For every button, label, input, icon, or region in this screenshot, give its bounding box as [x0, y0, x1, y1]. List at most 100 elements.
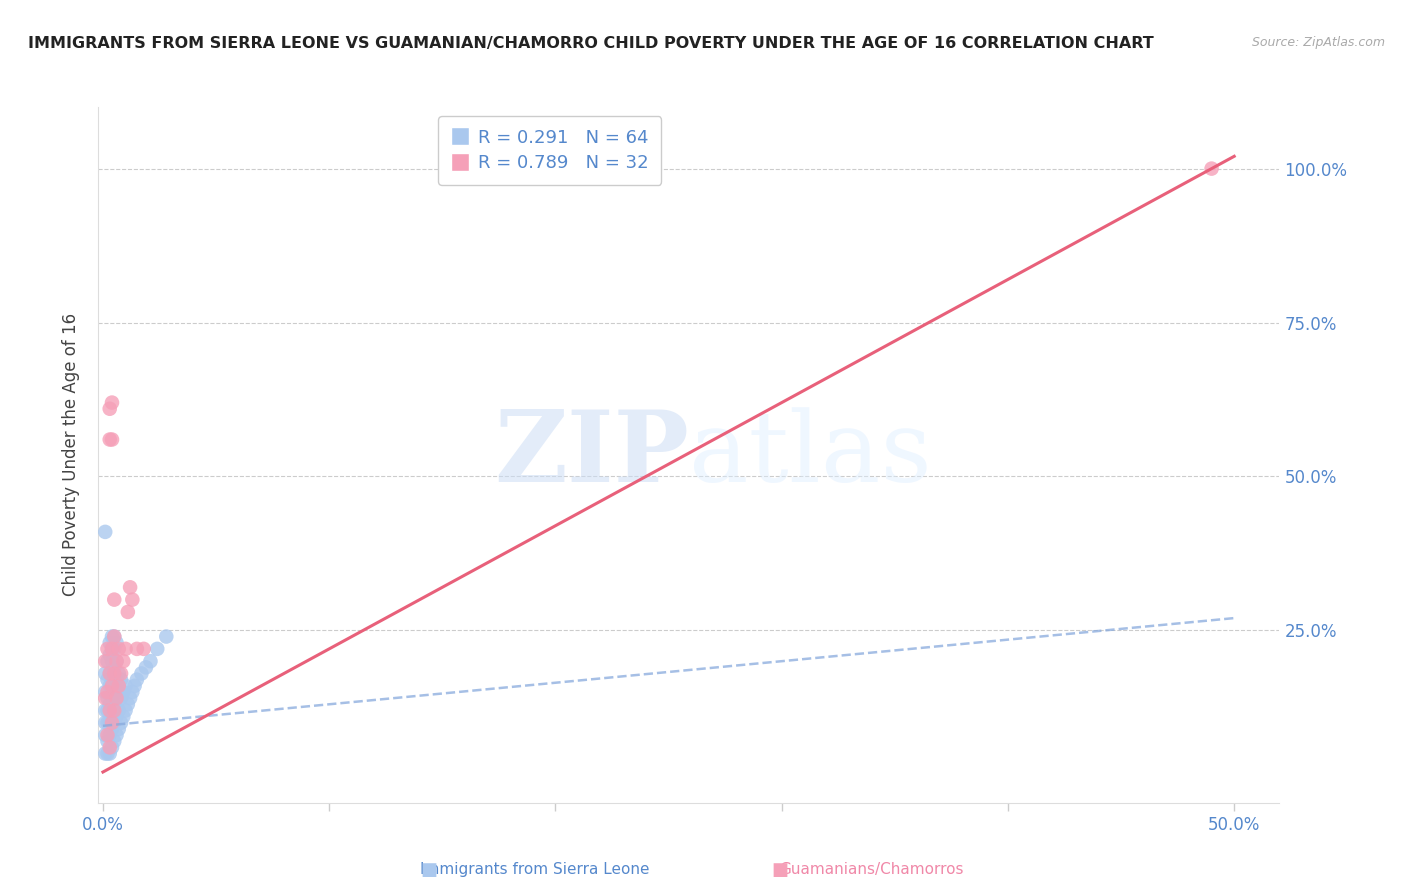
Point [103, 734, 125, 748]
Point [98, 636, 121, 650]
Y-axis label: Child Poverty Under the Age of 16: Child Poverty Under the Age of 16 [62, 313, 80, 597]
Point [98, 698, 121, 712]
Point [101, 673, 124, 687]
Point [112, 709, 135, 723]
Point [101, 715, 124, 730]
Point [103, 666, 125, 681]
Point [105, 709, 128, 723]
Point [105, 691, 128, 706]
Point [120, 580, 142, 594]
Text: Source: ZipAtlas.com: Source: ZipAtlas.com [1251, 36, 1385, 49]
Point [98, 666, 121, 681]
Point [107, 722, 129, 736]
Point [98, 715, 121, 730]
Point [96, 654, 118, 668]
Point [98, 703, 121, 717]
Point [98, 679, 121, 693]
Point [146, 641, 169, 656]
Point [96, 715, 118, 730]
Point [1201, 161, 1223, 176]
Point [98, 401, 121, 416]
Text: ■: ■ [420, 861, 437, 879]
Legend: R = 0.291   N = 64, R = 0.789   N = 32: R = 0.291 N = 64, R = 0.789 N = 32 [439, 116, 661, 185]
Text: ZIP: ZIP [494, 407, 689, 503]
Point [96, 728, 118, 742]
Point [101, 654, 124, 668]
Point [110, 691, 132, 706]
Point [98, 747, 121, 761]
Point [96, 703, 118, 717]
Point [96, 673, 118, 687]
Point [114, 703, 136, 717]
Point [94, 728, 117, 742]
Point [155, 630, 177, 644]
Point [107, 703, 129, 717]
Point [107, 666, 129, 681]
Point [94, 703, 117, 717]
Text: atlas: atlas [689, 407, 932, 503]
Point [101, 630, 124, 644]
Point [105, 673, 128, 687]
Point [94, 691, 117, 706]
Point [94, 654, 117, 668]
Point [139, 654, 162, 668]
Point [96, 734, 118, 748]
Point [96, 641, 118, 656]
Point [101, 709, 124, 723]
Text: IMMIGRANTS FROM SIERRA LEONE VS GUAMANIAN/CHAMORRO CHILD POVERTY UNDER THE AGE O: IMMIGRANTS FROM SIERRA LEONE VS GUAMANIA… [28, 36, 1154, 51]
Point [101, 740, 124, 755]
Point [117, 605, 139, 619]
Point [98, 666, 121, 681]
Point [110, 673, 132, 687]
Point [101, 679, 124, 693]
Point [121, 685, 143, 699]
Point [101, 691, 124, 706]
Point [105, 691, 128, 706]
Text: Guamanians/Chamorros: Guamanians/Chamorros [779, 863, 965, 877]
Point [103, 660, 125, 674]
Point [107, 679, 129, 693]
Point [112, 685, 135, 699]
Point [98, 728, 121, 742]
Point [101, 641, 124, 656]
Point [101, 722, 124, 736]
Point [105, 728, 128, 742]
Text: Immigrants from Sierra Leone: Immigrants from Sierra Leone [419, 863, 650, 877]
Point [120, 691, 142, 706]
Point [114, 641, 136, 656]
Point [98, 740, 121, 755]
Point [94, 685, 117, 699]
Point [96, 747, 118, 761]
Point [131, 666, 153, 681]
Point [107, 685, 129, 699]
Point [94, 666, 117, 681]
Point [105, 654, 128, 668]
Point [98, 648, 121, 662]
Point [114, 679, 136, 693]
Point [132, 641, 155, 656]
Point [94, 747, 117, 761]
Point [125, 641, 148, 656]
Point [96, 691, 118, 706]
Point [121, 592, 143, 607]
Point [105, 636, 128, 650]
Point [124, 679, 146, 693]
Point [103, 679, 125, 693]
Point [103, 641, 125, 656]
Point [96, 685, 118, 699]
Point [103, 703, 125, 717]
Point [98, 433, 121, 447]
Point [110, 715, 132, 730]
Text: ■: ■ [772, 861, 789, 879]
Point [125, 673, 148, 687]
Point [117, 698, 139, 712]
Point [103, 630, 125, 644]
Point [94, 715, 117, 730]
Point [112, 654, 135, 668]
Point [94, 524, 117, 539]
Point [110, 666, 132, 681]
Point [105, 654, 128, 668]
Point [101, 641, 124, 656]
Point [135, 660, 157, 674]
Point [103, 715, 125, 730]
